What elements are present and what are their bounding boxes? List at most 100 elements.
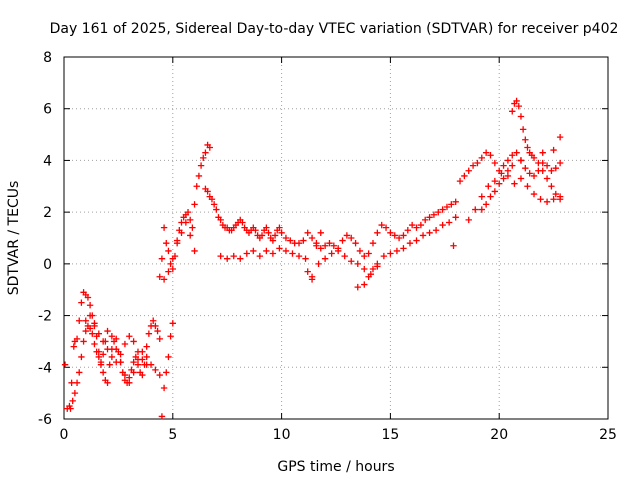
data-point-plus-marker xyxy=(304,268,311,275)
data-point-plus-marker xyxy=(256,252,264,260)
data-point-plus-marker xyxy=(250,247,257,255)
data-point-plus-marker xyxy=(184,208,192,216)
data-point-plus-marker xyxy=(208,196,216,203)
data-point-plus-marker xyxy=(91,340,98,348)
data-point-plus-marker xyxy=(426,214,433,221)
data-points xyxy=(61,97,564,420)
data-point-plus-marker xyxy=(230,252,237,260)
data-point-plus-marker xyxy=(524,144,531,151)
data-point-plus-marker xyxy=(269,237,277,244)
data-point-plus-marker xyxy=(70,343,77,350)
data-point-plus-marker xyxy=(419,232,427,239)
y-tick-label: 6 xyxy=(43,102,52,118)
data-point-plus-marker xyxy=(121,340,129,348)
data-point-plus-marker xyxy=(517,175,525,182)
data-point-plus-marker xyxy=(73,335,81,343)
data-point-plus-marker xyxy=(530,172,538,180)
data-point-plus-marker xyxy=(550,146,557,154)
data-point-plus-marker xyxy=(69,397,76,405)
data-point-plus-marker xyxy=(482,149,490,156)
data-point-plus-marker xyxy=(321,255,329,262)
data-point-plus-marker xyxy=(143,361,150,368)
data-point-plus-marker xyxy=(448,201,455,208)
data-point-plus-marker xyxy=(348,258,355,265)
data-point-plus-marker xyxy=(210,201,218,208)
data-point-plus-marker xyxy=(552,190,559,198)
y-tick-label: 8 xyxy=(43,50,52,66)
data-point-plus-marker xyxy=(491,159,499,167)
data-point-plus-marker xyxy=(86,325,94,332)
data-point-plus-marker xyxy=(289,250,296,257)
data-point-plus-marker xyxy=(86,302,94,309)
x-tick-label: 10 xyxy=(273,427,291,443)
data-point-plus-marker xyxy=(378,221,385,229)
data-point-plus-marker xyxy=(82,317,89,324)
x-tick-label: 25 xyxy=(599,427,617,443)
data-point-plus-marker xyxy=(178,229,185,237)
data-point-plus-marker xyxy=(89,330,96,337)
data-point-plus-marker xyxy=(61,361,69,368)
data-point-plus-marker xyxy=(68,379,75,386)
data-point-plus-marker xyxy=(154,327,161,335)
data-point-plus-marker xyxy=(160,224,168,231)
data-point-plus-marker xyxy=(439,221,446,229)
x-tick-label: 20 xyxy=(490,427,508,443)
data-point-plus-marker xyxy=(522,136,529,143)
x-tick-label: 5 xyxy=(168,427,177,443)
data-point-plus-marker xyxy=(406,239,414,247)
data-point-plus-marker xyxy=(169,320,176,327)
data-point-plus-marker xyxy=(156,371,163,379)
data-point-plus-marker xyxy=(191,201,198,208)
data-point-plus-marker xyxy=(191,247,198,255)
data-point-plus-marker xyxy=(258,232,266,239)
data-point-plus-marker xyxy=(452,198,459,205)
data-point-plus-marker xyxy=(461,172,468,180)
data-point-plus-marker xyxy=(369,239,377,247)
data-point-plus-marker xyxy=(82,327,89,335)
data-point-plus-marker xyxy=(361,281,368,288)
data-point-plus-marker xyxy=(496,180,503,187)
data-point-plus-marker xyxy=(504,167,512,174)
data-point-plus-marker xyxy=(543,175,551,182)
data-point-plus-marker xyxy=(435,208,442,216)
data-point-plus-marker xyxy=(130,369,137,376)
data-point-plus-marker xyxy=(548,167,555,174)
data-point-plus-marker xyxy=(491,188,499,195)
data-point-plus-marker xyxy=(95,353,103,361)
data-point-plus-marker xyxy=(165,247,172,255)
data-point-plus-marker xyxy=(530,190,538,198)
data-point-plus-marker xyxy=(517,157,525,164)
data-point-plus-marker xyxy=(169,255,176,262)
x-tick-label: 15 xyxy=(381,427,399,443)
data-point-plus-marker xyxy=(76,317,83,324)
data-point-plus-marker xyxy=(382,224,390,231)
data-point-plus-marker xyxy=(500,162,507,169)
data-point-plus-marker xyxy=(556,159,564,167)
data-point-plus-marker xyxy=(539,167,546,174)
data-point-plus-marker xyxy=(469,162,477,169)
data-point-plus-marker xyxy=(552,164,559,172)
data-point-plus-marker xyxy=(315,260,322,268)
data-point-plus-marker xyxy=(187,216,194,224)
data-point-plus-marker xyxy=(134,348,142,355)
data-point-plus-marker xyxy=(487,152,494,159)
y-tick-labels: -6 -4 -2 0 2 4 6 8 xyxy=(38,50,52,428)
y-tick-label: -4 xyxy=(38,360,52,376)
data-point-plus-marker xyxy=(369,265,377,273)
data-point-plus-marker xyxy=(243,250,250,257)
data-point-plus-marker xyxy=(341,252,348,260)
data-point-plus-marker xyxy=(97,358,105,366)
data-point-plus-marker xyxy=(165,268,172,275)
data-point-plus-marker xyxy=(356,247,364,255)
data-point-plus-marker xyxy=(67,405,74,412)
data-point-plus-marker xyxy=(195,172,203,180)
data-point-plus-marker xyxy=(445,219,453,226)
data-point-plus-marker xyxy=(395,234,403,242)
data-point-plus-marker xyxy=(108,333,116,340)
data-point-plus-marker xyxy=(504,157,512,164)
data-point-plus-marker xyxy=(224,255,231,262)
data-point-plus-marker xyxy=(76,369,83,376)
data-point-plus-marker xyxy=(524,183,531,190)
data-point-plus-marker xyxy=(334,247,342,255)
